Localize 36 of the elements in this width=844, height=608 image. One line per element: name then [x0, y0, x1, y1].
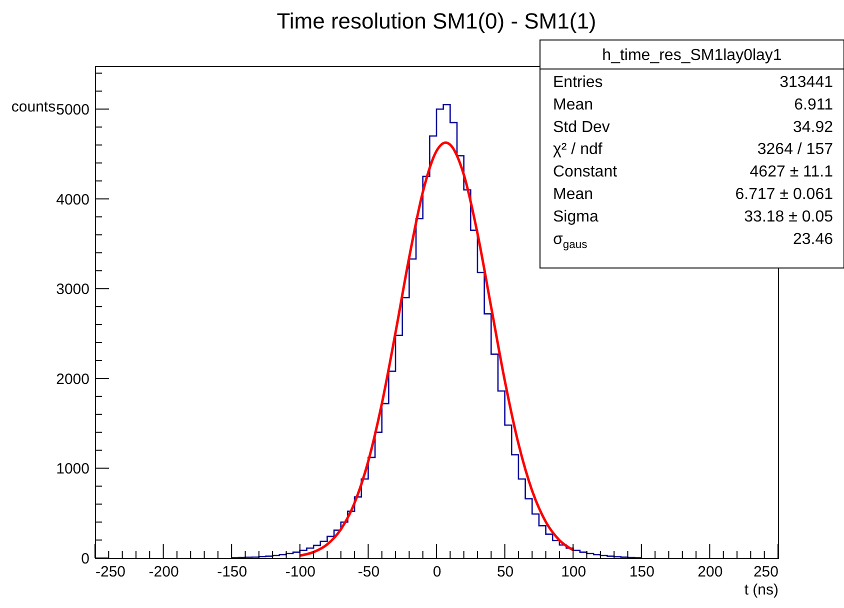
x-tick-label: 100 [561, 564, 586, 580]
annotation: Std Dev [553, 118, 610, 136]
chart-title: Time resolution SM1(0) - SM1(1) [276, 8, 596, 34]
text: 6.911 [794, 96, 834, 114]
y-tick-label: 2000 [56, 370, 90, 388]
y-tick-label: 4000 [56, 191, 90, 208]
y-tick-label: 1000 [56, 460, 90, 478]
x-tick-label: 150 [629, 564, 654, 580]
text: 23.46 [792, 230, 834, 248]
annotation: Mean [553, 96, 594, 114]
annotation: Sigma [553, 208, 598, 226]
y-tick-label: 3000 [56, 281, 90, 298]
annotation: Entries [553, 74, 603, 91]
annotation: 33.18 ± 0.05 [744, 208, 834, 226]
text: h_time_res_SM1lay0lay1 [602, 47, 782, 64]
y-tick-label: 5000 [56, 102, 90, 119]
x-tick-label: -200 [148, 564, 179, 580]
y-axis-title: counts [11, 98, 56, 116]
x-tick-label: -250 [96, 564, 126, 580]
annotation: Constant [553, 164, 618, 181]
x-tick-label: 200 [698, 564, 723, 580]
x-tick-label: -50 [358, 564, 380, 580]
annotation: 3264 / 157 [757, 141, 834, 158]
x-tick-label: -150 [217, 564, 248, 580]
x-tick-label: -100 [285, 564, 316, 580]
x-tick-label: 50 [496, 564, 514, 580]
text: 313441 [780, 74, 834, 91]
x-tick-label: 250 [753, 564, 778, 580]
annotation: 4627 ± 11.1 [750, 164, 834, 181]
x-tick-label: 0 [432, 564, 442, 580]
annotation: Mean [553, 186, 594, 203]
annotation: χ² / ndf [553, 141, 603, 158]
y-tick-label: 0 [81, 550, 90, 568]
text: 34.92 [792, 118, 834, 136]
annotation: 6.717 ± 0.061 [735, 186, 834, 203]
x-axis-title: t (ns) [744, 582, 778, 598]
